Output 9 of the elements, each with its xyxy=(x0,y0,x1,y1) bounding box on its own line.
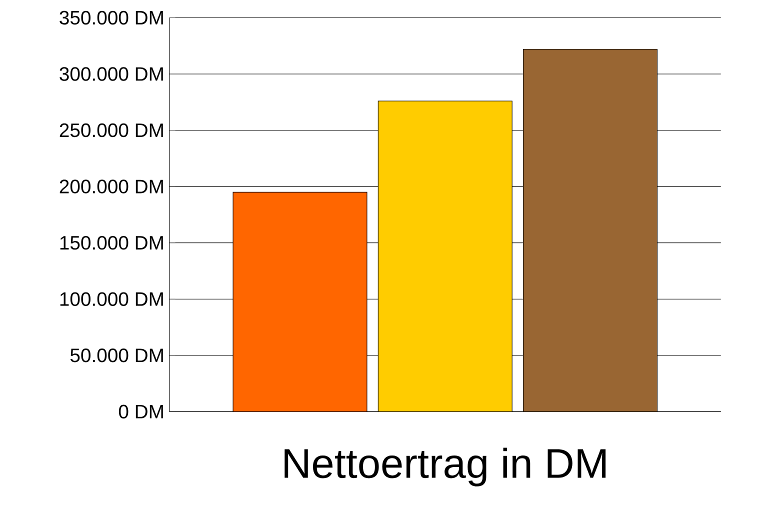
y-tick-label: 0 DM xyxy=(118,404,163,419)
y-tick-label: 350.000 DM xyxy=(60,10,163,25)
y-tick-label: 100.000 DM xyxy=(60,292,163,306)
y-tick-label: 50.000 DM xyxy=(70,348,163,362)
x-axis-title: Nettoertrag in DM xyxy=(284,448,606,486)
y-tick-label: 250.000 DM xyxy=(60,123,163,138)
y-tick-label: 200.000 DM xyxy=(60,180,163,194)
y-tick-label: 150.000 DM xyxy=(60,236,163,250)
y-tick-label: 300.000 DM xyxy=(60,67,163,81)
